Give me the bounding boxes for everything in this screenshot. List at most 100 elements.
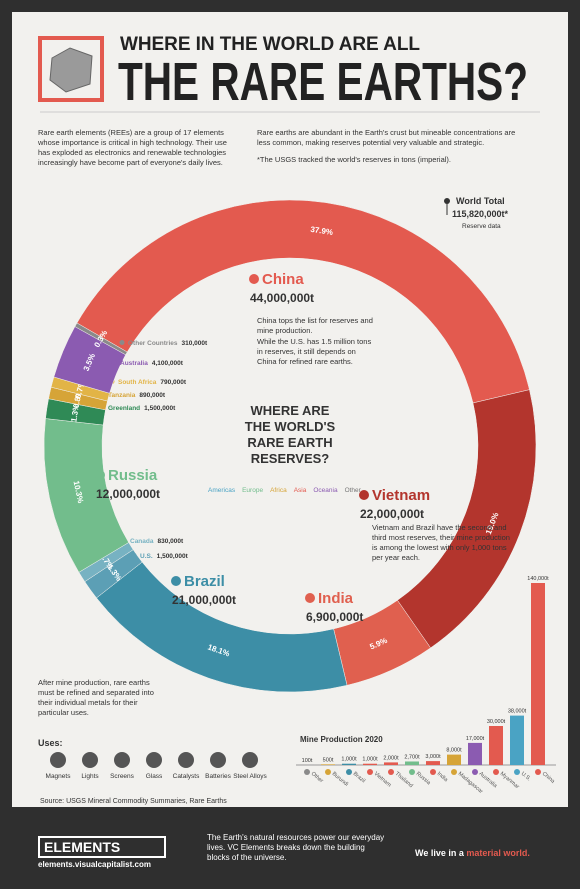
- bar: [405, 761, 419, 765]
- bar-value-label: 1,000t: [341, 757, 357, 763]
- legend-dot: [119, 340, 125, 345]
- intro-left: Rare earth elements (REEs) are a group o…: [38, 128, 227, 167]
- annotation: China tops the list for reserves and min…: [257, 316, 373, 335]
- use-label: Screens: [110, 773, 135, 780]
- blurb: The Earth's natural resources power our …: [207, 833, 385, 862]
- bar: [426, 761, 440, 765]
- country-label: South Africa: [118, 379, 157, 386]
- legend-dot: [171, 576, 181, 586]
- pie-segment: [74, 322, 128, 356]
- x-tick-label: Brazil: [352, 771, 366, 784]
- amount-label: 22,000,000t: [360, 507, 424, 521]
- bar-dot: [493, 769, 499, 775]
- total-value: 115,820,000t*: [452, 209, 509, 219]
- amount-label: 830,000t: [157, 538, 183, 545]
- bar: [342, 763, 356, 765]
- country-label: Australia: [120, 360, 148, 367]
- bar-dot: [472, 769, 478, 775]
- bar-value-label: 3,000t: [425, 754, 441, 760]
- bar-dot: [388, 769, 394, 775]
- use-icon: [82, 752, 98, 768]
- share-label: 1.3%: [69, 403, 81, 422]
- source: Source: USGS Mineral Commodity Summaries…: [40, 798, 227, 805]
- tagline-end: material world.: [466, 848, 530, 858]
- amount-label: 4,100,000t: [152, 360, 184, 367]
- use-label: Batteries: [205, 773, 231, 780]
- uses-title: Uses:: [38, 738, 63, 748]
- region-legend: Europe: [242, 487, 263, 494]
- region-legend: Oceania: [313, 487, 338, 494]
- bar: [321, 764, 335, 765]
- bar: [468, 742, 482, 765]
- bar-value-label: 8,000t: [446, 748, 462, 754]
- bar-dot: [430, 769, 436, 775]
- legend-dot: [95, 470, 105, 480]
- x-tick-label: U.S.: [520, 771, 532, 783]
- region-legend: Americas: [208, 487, 236, 494]
- country-label: Brazil: [184, 573, 225, 590]
- bar-value-label: 30,000t: [487, 719, 506, 725]
- country-label: U.S.: [140, 553, 153, 560]
- amount-label: 21,000,000t: [172, 593, 236, 607]
- tagline: We live in a material world.: [415, 848, 530, 858]
- amount-label: 1,500,000t: [157, 553, 189, 560]
- x-tick-label: India: [436, 771, 450, 784]
- x-tick-label: Burundi: [331, 771, 349, 788]
- bar-dot: [451, 769, 457, 775]
- bar: [489, 726, 503, 765]
- x-tick-label: China: [541, 771, 557, 785]
- amount-label: 790,000t: [160, 379, 186, 386]
- share-label: 37.9%: [310, 225, 334, 237]
- amount-label: 310,000t: [181, 340, 207, 347]
- amount-label: 6,900,000t: [306, 610, 363, 624]
- use-icon: [178, 752, 194, 768]
- region-legend: Africa: [270, 487, 287, 494]
- tagline-start: We live in a: [415, 848, 467, 858]
- bar: [363, 763, 377, 765]
- brand: ELEMENTS: [38, 836, 166, 858]
- bar-dot: [346, 769, 352, 775]
- country-label: Greenland: [108, 405, 140, 412]
- use-label: Magnets: [46, 773, 72, 780]
- bar-value-label: 2,700t: [404, 754, 420, 760]
- bar-value-label: 500t: [323, 757, 334, 763]
- legend-dot: [131, 553, 137, 558]
- legend-dot: [359, 490, 369, 500]
- amount-label: 1,500,000t: [144, 405, 176, 412]
- bar-value-label: 100t: [302, 758, 313, 764]
- bar-value-label: 140,000t: [527, 576, 549, 582]
- use-icon: [114, 752, 130, 768]
- country-label: India: [318, 590, 354, 607]
- intro-right: Rare earths are abundant in the Earth's …: [257, 128, 516, 147]
- country-label: Vietnam: [372, 487, 430, 504]
- total-name: World Total: [456, 196, 505, 206]
- total-note: Reserve data: [462, 223, 501, 230]
- amount-label: 44,000,000t: [250, 291, 314, 305]
- country-label: Other Countries: [128, 340, 178, 347]
- country-label: Tanzania: [108, 392, 136, 399]
- annotation: While the U.S. has 1.5 million tons in r…: [257, 337, 372, 366]
- amount-label: 890,000t: [139, 392, 165, 399]
- bar-dot: [367, 769, 373, 775]
- bar-dot: [409, 769, 415, 775]
- region-legend: Asia: [294, 487, 307, 494]
- kicker: WHERE IN THE WORLD ARE ALL: [120, 34, 420, 55]
- bar-dot: [535, 769, 541, 775]
- uses-intro: After mine production, rare earths must …: [38, 678, 154, 717]
- center-title: WHERE ARE THE WORLD'S RARE EARTH RESERVES?: [245, 403, 336, 466]
- legend-dot: [111, 360, 117, 365]
- title: THE RARE EARTHS?: [118, 52, 528, 112]
- bar-dot: [514, 769, 520, 775]
- bar-value-label: 2,000t: [383, 755, 399, 761]
- use-icon: [242, 752, 258, 768]
- bar: [447, 754, 461, 765]
- use-label: Catalysts: [173, 773, 200, 780]
- country-label: China: [262, 271, 304, 288]
- icon-frame: [38, 36, 104, 102]
- pie-segment: [76, 199, 530, 404]
- bar-dot: [304, 769, 310, 775]
- region-legend: Other: [345, 487, 362, 494]
- bar: [531, 583, 545, 765]
